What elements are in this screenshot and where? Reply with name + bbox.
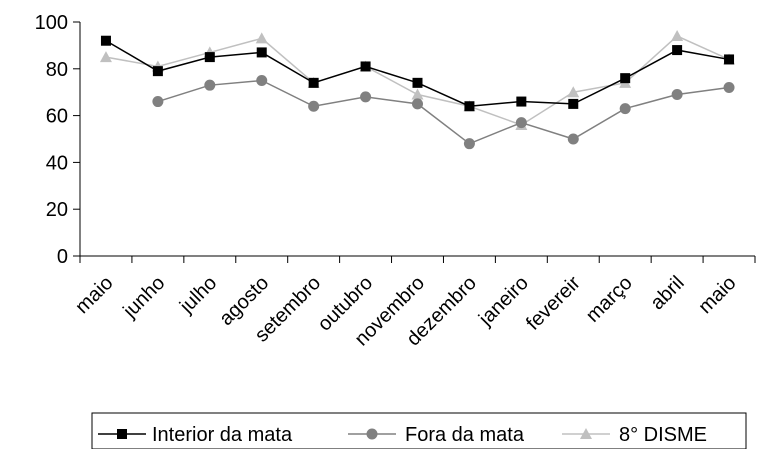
legend: Interior da mata Fora da mata 8° DISME — [91, 412, 747, 449]
x-tick-label: maio — [694, 272, 740, 318]
y-tick-label: 40 — [46, 152, 68, 174]
data-point — [255, 32, 268, 44]
data-point — [412, 98, 423, 110]
data-point — [411, 88, 424, 100]
data-point — [671, 89, 683, 101]
data-point — [620, 73, 631, 84]
data-point — [723, 82, 735, 94]
data-point — [360, 61, 371, 72]
x-tick-label: maio — [71, 272, 117, 318]
data-point — [515, 117, 527, 129]
data-point — [99, 51, 112, 63]
legend-label: Fora da mata — [405, 424, 525, 446]
data-point — [152, 96, 164, 108]
data-point — [204, 79, 216, 91]
legend-marker — [366, 428, 378, 440]
series-1 — [152, 75, 735, 150]
x-tick-label: junho — [119, 272, 170, 323]
data-point — [516, 96, 527, 107]
x-tick-label: julho — [175, 272, 221, 318]
data-point — [256, 47, 267, 58]
y-axis: 0 20 40 60 80 100 — [35, 12, 81, 268]
data-point — [100, 35, 111, 46]
data-point — [568, 98, 579, 109]
y-tick-label: 60 — [46, 106, 68, 128]
legend-marker — [117, 429, 127, 439]
series-0 — [100, 35, 735, 112]
y-tick-label: 20 — [46, 199, 68, 221]
data-point — [567, 86, 580, 98]
data-point — [463, 138, 475, 150]
legend-entry: 8° DISME — [562, 424, 707, 446]
plot-series — [99, 30, 736, 150]
legend-label: 8° DISME — [619, 424, 707, 446]
data-point — [619, 103, 631, 115]
series-line — [157, 79, 730, 145]
legend-marker — [580, 428, 592, 439]
data-point — [464, 101, 475, 112]
data-point — [204, 52, 215, 63]
y-tick-label: 80 — [46, 59, 68, 81]
legend-box — [91, 412, 747, 449]
data-point — [256, 75, 268, 86]
legend-label: Interior da mata — [152, 424, 293, 446]
x-tick-label: fevereir — [522, 272, 585, 335]
data-point — [152, 66, 163, 77]
data-point — [308, 100, 320, 112]
x-tick-label: abril — [646, 272, 688, 314]
data-point — [360, 91, 372, 103]
data-point — [412, 77, 423, 88]
data-point — [724, 54, 735, 65]
x-axis: maio junho julhoagostosetembrooutubronovem… — [71, 255, 756, 350]
data-point — [672, 45, 683, 56]
y-tick-label: 0 — [57, 246, 68, 268]
legend-entry: Interior da mata — [98, 424, 293, 446]
data-point — [567, 133, 579, 145]
x-tick-label: março — [582, 272, 637, 327]
data-point — [671, 30, 684, 42]
legend-entry: Fora da mata — [348, 424, 525, 446]
y-tick-label: 100 — [35, 12, 68, 34]
data-point — [308, 77, 319, 88]
